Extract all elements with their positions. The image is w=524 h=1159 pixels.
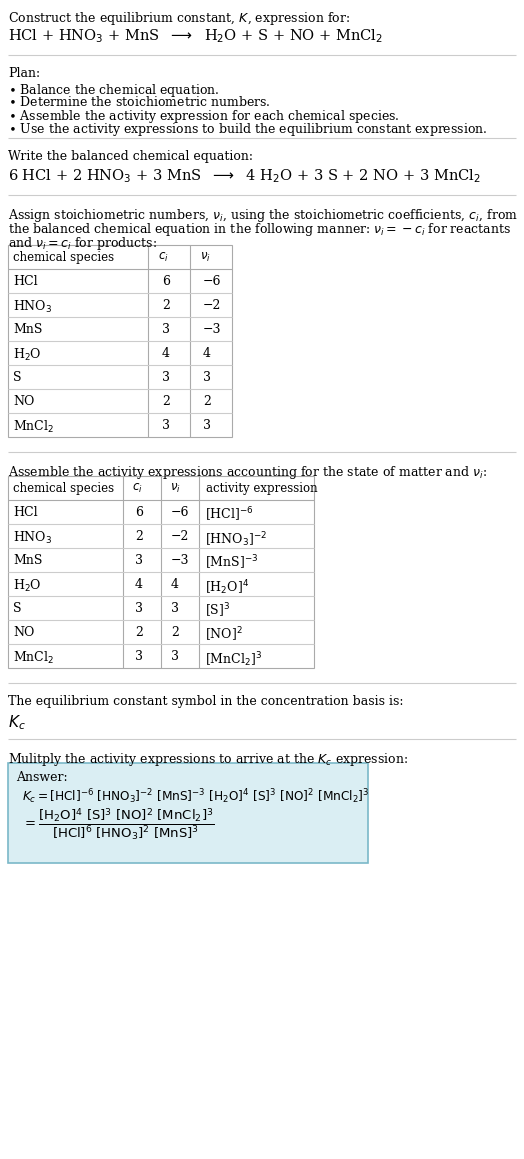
Text: S: S xyxy=(13,371,21,384)
Text: −2: −2 xyxy=(171,530,189,544)
Text: 2: 2 xyxy=(162,299,170,312)
Text: S: S xyxy=(13,602,21,615)
Text: NO: NO xyxy=(13,626,35,639)
Text: chemical species: chemical species xyxy=(13,482,114,495)
Text: 3: 3 xyxy=(171,602,179,615)
Text: 3: 3 xyxy=(162,420,170,432)
Text: [MnS]$^{-3}$: [MnS]$^{-3}$ xyxy=(205,554,258,573)
Text: $\bullet$ Balance the chemical equation.: $\bullet$ Balance the chemical equation. xyxy=(8,82,220,99)
Bar xyxy=(8,245,232,437)
Text: MnCl$_2$: MnCl$_2$ xyxy=(13,420,54,435)
Text: chemical species: chemical species xyxy=(13,252,114,264)
Text: 6: 6 xyxy=(162,275,170,287)
Text: Assemble the activity expressions accounting for the state of matter and $\nu_i$: Assemble the activity expressions accoun… xyxy=(8,464,487,481)
Text: 2: 2 xyxy=(135,530,143,544)
Text: 3: 3 xyxy=(135,554,143,567)
Text: 4: 4 xyxy=(162,347,170,360)
Text: $= \dfrac{\mathrm{[H_2O]^4\ [S]^3\ [NO]^2\ [MnCl_2]^3}}{\mathrm{[HCl]^6\ [HNO_3]: $= \dfrac{\mathrm{[H_2O]^4\ [S]^3\ [NO]^… xyxy=(22,807,215,843)
Text: Answer:: Answer: xyxy=(16,771,68,783)
Bar xyxy=(8,763,368,863)
Bar xyxy=(8,476,314,668)
Text: 3: 3 xyxy=(203,420,211,432)
Text: HNO$_3$: HNO$_3$ xyxy=(13,299,52,315)
Text: [MnCl$_2$]$^{3}$: [MnCl$_2$]$^{3}$ xyxy=(205,650,262,669)
Text: $c_i$: $c_i$ xyxy=(132,482,143,495)
Text: HCl + HNO$_3$ + MnS  $\longrightarrow$  H$_2$O + S + NO + MnCl$_2$: HCl + HNO$_3$ + MnS $\longrightarrow$ H$… xyxy=(8,27,383,45)
Text: [NO]$^{2}$: [NO]$^{2}$ xyxy=(205,626,243,644)
Text: −6: −6 xyxy=(171,506,190,519)
Text: $\bullet$ Determine the stoichiometric numbers.: $\bullet$ Determine the stoichiometric n… xyxy=(8,95,270,109)
Text: 4: 4 xyxy=(203,347,211,360)
Text: 2: 2 xyxy=(135,626,143,639)
Text: Construct the equilibrium constant, $K$, expression for:: Construct the equilibrium constant, $K$,… xyxy=(8,10,350,27)
Text: Write the balanced chemical equation:: Write the balanced chemical equation: xyxy=(8,150,253,163)
Text: [HCl]$^{-6}$: [HCl]$^{-6}$ xyxy=(205,506,254,524)
Text: MnCl$_2$: MnCl$_2$ xyxy=(13,650,54,666)
Text: Mulitply the activity expressions to arrive at the $K_c$ expression:: Mulitply the activity expressions to arr… xyxy=(8,751,408,768)
Text: Plan:: Plan: xyxy=(8,67,40,80)
Text: activity expression: activity expression xyxy=(206,482,318,495)
Text: [S]$^{3}$: [S]$^{3}$ xyxy=(205,602,231,620)
Text: $\bullet$ Assemble the activity expression for each chemical species.: $\bullet$ Assemble the activity expressi… xyxy=(8,108,400,125)
Text: HCl: HCl xyxy=(13,275,38,287)
Text: $K_c = \mathrm{[HCl]^{-6}\ [HNO_3]^{-2}\ [MnS]^{-3}\ [H_2O]^{4}\ [S]^{3}\ [NO]^{: $K_c = \mathrm{[HCl]^{-6}\ [HNO_3]^{-2}\… xyxy=(22,787,369,806)
Text: 3: 3 xyxy=(162,371,170,384)
Text: [HNO$_3$]$^{-2}$: [HNO$_3$]$^{-2}$ xyxy=(205,530,267,548)
Text: MnS: MnS xyxy=(13,554,42,567)
Text: $\nu_i$: $\nu_i$ xyxy=(170,482,181,495)
Text: and $\nu_i = c_i$ for products:: and $\nu_i = c_i$ for products: xyxy=(8,235,157,252)
Text: 3: 3 xyxy=(203,371,211,384)
Text: 6: 6 xyxy=(135,506,143,519)
Text: 3: 3 xyxy=(162,323,170,336)
Text: 6 HCl + 2 HNO$_3$ + 3 MnS  $\longrightarrow$  4 H$_2$O + 3 S + 2 NO + 3 MnCl$_2$: 6 HCl + 2 HNO$_3$ + 3 MnS $\longrightarr… xyxy=(8,167,481,184)
Text: $K_c$: $K_c$ xyxy=(8,713,26,731)
Text: 3: 3 xyxy=(135,602,143,615)
Text: 4: 4 xyxy=(135,578,143,591)
Text: −3: −3 xyxy=(171,554,190,567)
Text: 4: 4 xyxy=(171,578,179,591)
Text: HCl: HCl xyxy=(13,506,38,519)
Text: H$_2$O: H$_2$O xyxy=(13,578,41,595)
Text: [H$_2$O]$^{4}$: [H$_2$O]$^{4}$ xyxy=(205,578,249,597)
Text: −3: −3 xyxy=(203,323,222,336)
Text: H$_2$O: H$_2$O xyxy=(13,347,41,363)
Text: 3: 3 xyxy=(135,650,143,663)
Text: NO: NO xyxy=(13,395,35,408)
Text: −6: −6 xyxy=(203,275,222,287)
Text: The equilibrium constant symbol in the concentration basis is:: The equilibrium constant symbol in the c… xyxy=(8,695,403,708)
Text: 2: 2 xyxy=(162,395,170,408)
Text: Assign stoichiometric numbers, $\nu_i$, using the stoichiometric coefficients, $: Assign stoichiometric numbers, $\nu_i$, … xyxy=(8,207,518,224)
Text: 3: 3 xyxy=(171,650,179,663)
Text: −2: −2 xyxy=(203,299,221,312)
Text: 2: 2 xyxy=(171,626,179,639)
Text: MnS: MnS xyxy=(13,323,42,336)
Text: the balanced chemical equation in the following manner: $\nu_i = -c_i$ for react: the balanced chemical equation in the fo… xyxy=(8,221,511,238)
Text: $c_i$: $c_i$ xyxy=(158,252,169,264)
Text: $\nu_i$: $\nu_i$ xyxy=(200,252,211,264)
Text: $\bullet$ Use the activity expressions to build the equilibrium constant express: $\bullet$ Use the activity expressions t… xyxy=(8,121,487,138)
Text: HNO$_3$: HNO$_3$ xyxy=(13,530,52,546)
Text: 2: 2 xyxy=(203,395,211,408)
